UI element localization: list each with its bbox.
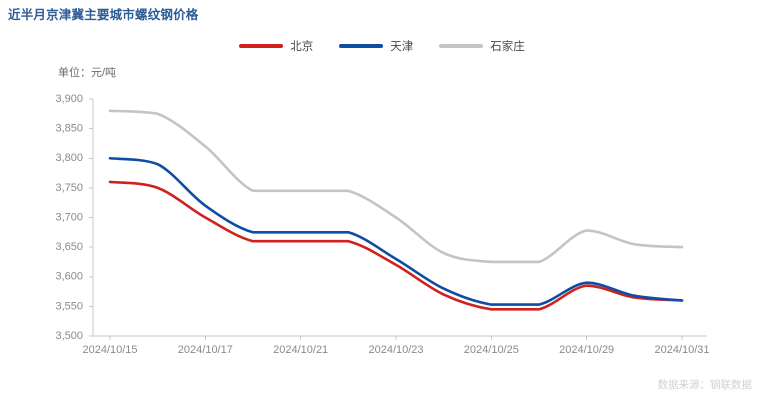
y-tick-label: 3,850 <box>55 123 83 135</box>
chart-title: 近半月京津冀主要城市螺纹钢价格 <box>8 8 199 22</box>
legend-swatch-tianjin <box>339 44 384 48</box>
x-tick-label: 2024/10/21 <box>273 344 328 356</box>
x-axis-ticks: 2024/10/15 2024/10/17 2024/10/21 2024/10/23… <box>82 336 710 356</box>
legend-item-tianjin[interactable]: 天津 <box>339 38 413 54</box>
source-note: 数据来源：钢联数据 <box>657 379 753 391</box>
y-tick-label: 3,500 <box>55 330 83 342</box>
y-tick-label: 3,600 <box>55 271 83 283</box>
x-tick-label: 2024/10/31 <box>654 344 709 356</box>
y-tick-label: 3,700 <box>55 211 83 223</box>
legend-label-tianjin: 天津 <box>390 41 414 53</box>
x-tick-label: 2024/10/15 <box>82 344 137 356</box>
series-line-shijiazhuang <box>108 109 684 264</box>
legend-swatch-beijing <box>239 44 284 48</box>
y-axis-ticks: 3,900 3,850 3,800 3,750 3,700 3,650 3,600 3,550… <box>55 93 93 342</box>
x-tick-label: 2024/10/25 <box>464 344 519 356</box>
y-tick-label: 3,800 <box>55 152 83 164</box>
y-tick-label: 3,750 <box>55 182 83 194</box>
y-tick-label: 3,650 <box>55 241 83 253</box>
y-tick-label: 3,900 <box>55 93 83 105</box>
chart-legend: 北京 天津 石家庄 <box>0 38 764 54</box>
y-tick-label: 3,550 <box>55 300 83 312</box>
x-tick-label: 2024/10/17 <box>178 344 233 356</box>
x-tick-label: 2024/10/23 <box>368 344 423 356</box>
legend-swatch-shijiazhuang <box>439 44 484 48</box>
series-line-beijing <box>108 180 684 311</box>
legend-item-shijiazhuang[interactable]: 石家庄 <box>439 38 525 54</box>
x-tick-label: 2024/10/29 <box>559 344 614 356</box>
series-lines <box>108 109 684 311</box>
legend-label-beijing: 北京 <box>290 41 314 53</box>
y-axis-unit-label: 单位：元/吨 <box>58 67 117 79</box>
series-line-tianjin <box>108 156 684 306</box>
legend-item-beijing[interactable]: 北京 <box>239 38 313 54</box>
legend-label-shijiazhuang: 石家庄 <box>490 41 525 53</box>
